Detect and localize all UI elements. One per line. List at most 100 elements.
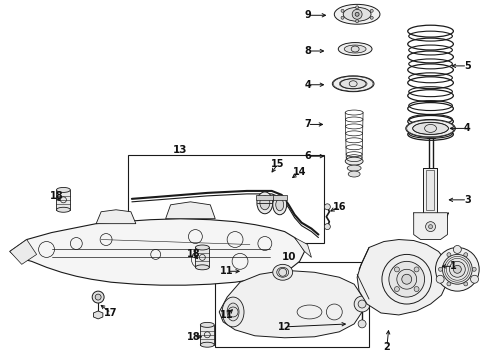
Circle shape: [447, 282, 451, 286]
Polygon shape: [294, 238, 312, 257]
Polygon shape: [10, 239, 37, 264]
Ellipse shape: [276, 199, 284, 211]
Circle shape: [464, 253, 468, 257]
Circle shape: [324, 204, 330, 210]
Ellipse shape: [56, 207, 71, 212]
Circle shape: [324, 224, 330, 230]
Polygon shape: [219, 270, 362, 338]
Ellipse shape: [260, 196, 270, 210]
Ellipse shape: [222, 297, 244, 327]
Text: 18: 18: [187, 249, 200, 260]
Polygon shape: [357, 239, 448, 315]
Text: 18: 18: [49, 191, 63, 201]
Text: 14: 14: [293, 167, 306, 177]
Text: 18: 18: [187, 332, 200, 342]
Circle shape: [414, 287, 419, 292]
Polygon shape: [96, 210, 136, 224]
Bar: [426, 170, 434, 210]
Polygon shape: [10, 219, 305, 285]
Circle shape: [402, 274, 412, 284]
Text: 4: 4: [304, 80, 311, 90]
Text: 10: 10: [281, 252, 296, 262]
Circle shape: [389, 261, 425, 297]
Text: 11: 11: [220, 266, 234, 276]
Text: 4: 4: [464, 123, 471, 134]
Circle shape: [394, 287, 399, 292]
Circle shape: [356, 20, 359, 23]
Ellipse shape: [277, 267, 289, 277]
Ellipse shape: [338, 42, 372, 55]
Circle shape: [464, 282, 468, 286]
Circle shape: [354, 296, 370, 312]
Circle shape: [382, 255, 432, 304]
Circle shape: [439, 267, 442, 271]
Text: 8: 8: [304, 46, 311, 56]
Text: 9: 9: [304, 10, 311, 20]
Ellipse shape: [332, 76, 374, 92]
Text: 12: 12: [278, 322, 292, 332]
Circle shape: [358, 320, 366, 328]
Polygon shape: [94, 311, 103, 319]
Circle shape: [394, 267, 399, 272]
Circle shape: [429, 225, 433, 229]
Ellipse shape: [257, 192, 273, 214]
Circle shape: [425, 219, 437, 231]
Circle shape: [442, 255, 472, 284]
Text: 5: 5: [464, 61, 471, 71]
Circle shape: [95, 294, 101, 300]
Text: 7: 7: [304, 120, 311, 130]
Ellipse shape: [348, 171, 360, 177]
Circle shape: [414, 267, 419, 272]
Text: 3: 3: [464, 195, 471, 205]
Circle shape: [341, 9, 344, 12]
Ellipse shape: [344, 45, 366, 53]
Text: 15: 15: [271, 159, 285, 169]
Circle shape: [428, 222, 434, 228]
Circle shape: [449, 261, 466, 277]
Ellipse shape: [200, 323, 214, 327]
Text: 2: 2: [384, 342, 390, 352]
Circle shape: [436, 247, 479, 291]
Bar: [196, 247, 209, 267]
Circle shape: [453, 265, 461, 273]
Bar: [256, 195, 274, 200]
Ellipse shape: [345, 157, 363, 165]
Circle shape: [370, 16, 373, 19]
Ellipse shape: [196, 265, 209, 270]
Ellipse shape: [196, 245, 209, 250]
Text: 13: 13: [173, 145, 188, 155]
Circle shape: [92, 291, 104, 303]
Bar: [200, 325, 214, 345]
Ellipse shape: [406, 120, 455, 137]
Ellipse shape: [56, 188, 71, 192]
Text: 11: 11: [220, 310, 234, 320]
Ellipse shape: [200, 342, 214, 347]
Circle shape: [370, 9, 373, 12]
Circle shape: [356, 6, 359, 9]
Text: 1: 1: [450, 261, 457, 271]
Circle shape: [341, 16, 344, 19]
Bar: [56, 190, 71, 210]
Ellipse shape: [227, 303, 239, 321]
Text: 17: 17: [104, 308, 118, 318]
Ellipse shape: [343, 7, 371, 21]
Bar: [273, 195, 287, 200]
Circle shape: [472, 267, 476, 271]
Ellipse shape: [273, 264, 293, 280]
Bar: [128, 155, 324, 243]
Circle shape: [470, 275, 479, 283]
Circle shape: [358, 300, 366, 308]
Ellipse shape: [352, 9, 362, 19]
Polygon shape: [166, 202, 215, 219]
Text: 16: 16: [333, 202, 346, 212]
Ellipse shape: [355, 12, 359, 16]
Circle shape: [426, 222, 436, 231]
Circle shape: [453, 246, 461, 253]
Ellipse shape: [273, 195, 287, 215]
Ellipse shape: [334, 4, 380, 24]
Ellipse shape: [347, 165, 361, 171]
Polygon shape: [414, 213, 447, 239]
Text: 6: 6: [304, 151, 311, 161]
Bar: [215, 262, 369, 347]
Circle shape: [436, 275, 444, 283]
